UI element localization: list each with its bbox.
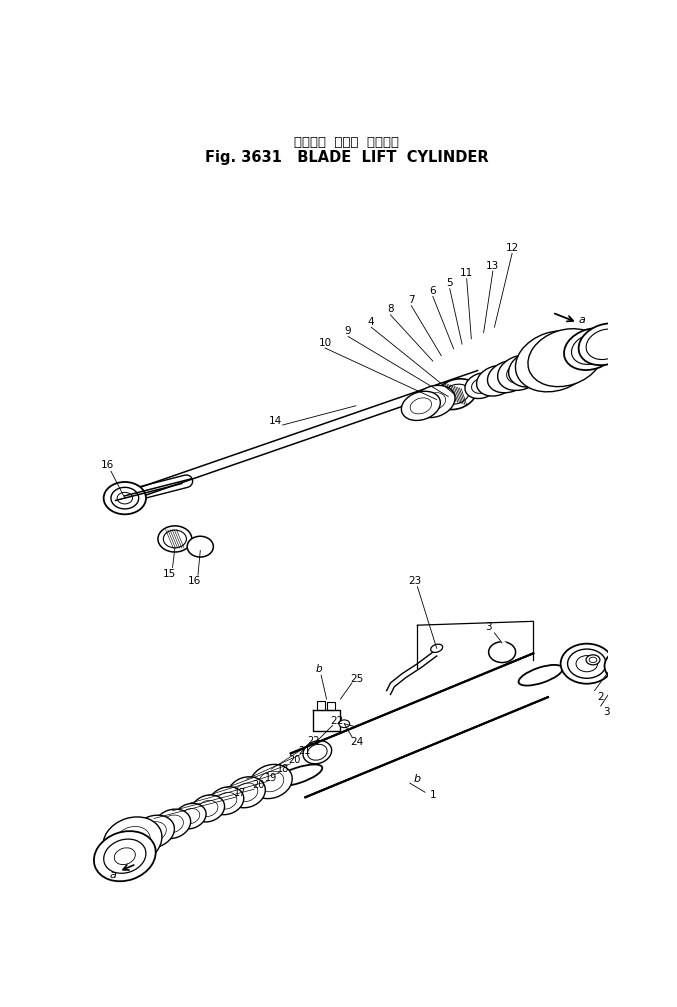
Ellipse shape	[435, 379, 477, 410]
Text: 14: 14	[268, 416, 282, 426]
Text: a: a	[110, 870, 116, 880]
Ellipse shape	[528, 328, 603, 387]
Ellipse shape	[103, 817, 162, 865]
Text: 6: 6	[429, 286, 436, 296]
Ellipse shape	[250, 764, 292, 799]
Ellipse shape	[567, 650, 606, 679]
Text: Fig. 3631   BLADE  LIFT  CYLINDER: Fig. 3631 BLADE LIFT CYLINDER	[204, 149, 488, 164]
Text: b: b	[315, 664, 322, 674]
Ellipse shape	[611, 655, 642, 678]
Ellipse shape	[628, 659, 651, 677]
Ellipse shape	[134, 816, 175, 848]
Ellipse shape	[443, 385, 469, 404]
Ellipse shape	[515, 331, 594, 392]
Ellipse shape	[303, 741, 332, 763]
Ellipse shape	[564, 328, 618, 370]
Ellipse shape	[489, 641, 516, 663]
Text: 8: 8	[387, 304, 394, 314]
Text: 9: 9	[345, 326, 351, 336]
Text: 16: 16	[102, 460, 114, 470]
Text: 7: 7	[408, 295, 414, 305]
Ellipse shape	[209, 786, 244, 815]
Ellipse shape	[508, 350, 556, 387]
Ellipse shape	[274, 764, 322, 786]
Text: 13: 13	[486, 261, 500, 271]
Text: 22: 22	[330, 716, 344, 726]
Text: 20: 20	[288, 755, 301, 765]
Ellipse shape	[465, 373, 498, 399]
Ellipse shape	[104, 839, 146, 873]
Ellipse shape	[413, 386, 455, 418]
Ellipse shape	[339, 720, 349, 728]
Ellipse shape	[477, 366, 516, 396]
Ellipse shape	[487, 361, 529, 393]
Text: 12: 12	[506, 243, 519, 253]
Ellipse shape	[227, 776, 265, 808]
Text: 24: 24	[350, 737, 364, 747]
Ellipse shape	[561, 643, 613, 684]
Text: 10: 10	[318, 337, 332, 347]
Ellipse shape	[158, 526, 192, 552]
Ellipse shape	[498, 355, 543, 391]
Ellipse shape	[104, 482, 146, 515]
Ellipse shape	[586, 329, 626, 359]
Ellipse shape	[518, 345, 569, 385]
Ellipse shape	[111, 487, 139, 509]
Text: 1: 1	[429, 790, 436, 801]
Text: 5: 5	[446, 278, 453, 288]
Text: b: b	[414, 774, 421, 784]
Ellipse shape	[571, 334, 611, 365]
Text: 21: 21	[298, 746, 311, 755]
Ellipse shape	[401, 392, 440, 421]
Text: 11: 11	[460, 268, 473, 278]
Text: 15: 15	[163, 569, 176, 579]
Ellipse shape	[192, 795, 225, 822]
Ellipse shape	[431, 644, 443, 653]
Text: ブレード  リフト  シリンダ: ブレード リフト シリンダ	[294, 136, 399, 149]
Ellipse shape	[187, 537, 213, 557]
Text: 17: 17	[234, 788, 246, 799]
Ellipse shape	[519, 665, 563, 686]
Text: 18: 18	[276, 764, 289, 774]
Text: 23: 23	[408, 576, 422, 585]
Ellipse shape	[154, 810, 191, 839]
Text: 22: 22	[307, 736, 320, 746]
Text: 3: 3	[485, 622, 492, 632]
Ellipse shape	[175, 804, 206, 829]
Text: 2: 2	[597, 692, 604, 702]
Text: a: a	[579, 315, 586, 325]
Ellipse shape	[579, 323, 633, 366]
Ellipse shape	[94, 831, 156, 881]
Polygon shape	[290, 654, 548, 798]
Ellipse shape	[163, 530, 186, 548]
Text: 20: 20	[252, 780, 264, 790]
Ellipse shape	[586, 655, 600, 665]
Text: 19: 19	[265, 772, 278, 782]
Text: 4: 4	[368, 317, 374, 327]
Text: 16: 16	[188, 576, 202, 586]
Text: 3: 3	[603, 707, 609, 717]
Text: 25: 25	[350, 674, 364, 684]
Ellipse shape	[605, 649, 649, 684]
